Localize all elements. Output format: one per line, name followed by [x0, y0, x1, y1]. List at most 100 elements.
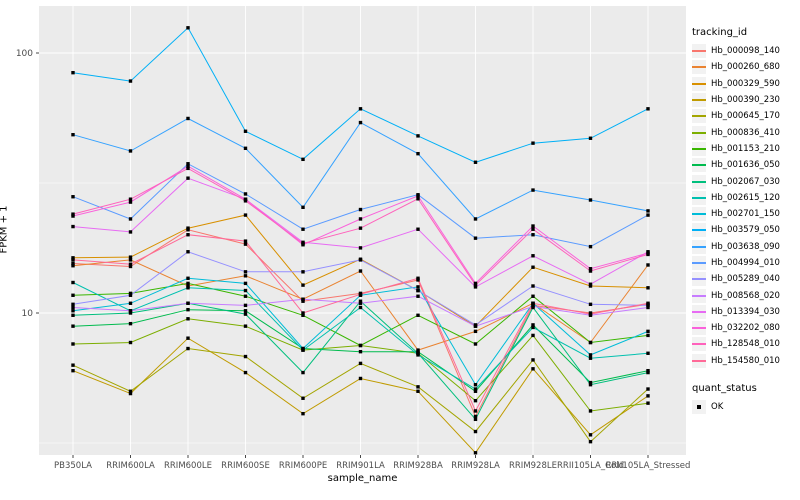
- data-point: [473, 324, 478, 328]
- legend-key-swatch: [692, 174, 706, 189]
- legend-item-Hb_002067_030: Hb_002067_030: [692, 173, 798, 189]
- legend-item-Hb_003638_090: Hb_003638_090: [692, 239, 798, 255]
- data-point: [71, 214, 75, 218]
- data-point: [531, 233, 535, 237]
- legend-label: Hb_013394_030: [711, 306, 780, 317]
- data-point: [473, 342, 478, 346]
- legend-key-line-icon: [692, 278, 706, 281]
- data-point: [531, 265, 535, 269]
- legend-label: Hb_001636_050: [711, 160, 780, 171]
- data-point: [71, 224, 75, 229]
- data-point: [128, 293, 133, 297]
- data-point: [416, 134, 420, 138]
- data-point: [128, 311, 133, 315]
- data-point: [186, 301, 190, 305]
- data-point: [128, 309, 133, 313]
- legend-key-line-icon: [692, 294, 706, 297]
- legend-item-Hb_013394_030: Hb_013394_030: [692, 304, 798, 320]
- data-point: [186, 176, 190, 180]
- legend-key-line-icon: [692, 115, 706, 118]
- data-point: [301, 297, 305, 301]
- legend-key-swatch: [692, 288, 706, 303]
- data-point: [473, 283, 478, 287]
- data-point: [416, 288, 420, 293]
- legend-label: Hb_000329_590: [711, 78, 780, 89]
- data-point: [243, 192, 248, 196]
- legend-key-line-icon: [692, 99, 706, 102]
- data-point: [71, 368, 75, 373]
- legend-key-line-icon: [692, 229, 706, 232]
- legend-key-line-icon: [692, 180, 706, 183]
- data-point: [358, 292, 363, 297]
- data-point: [128, 200, 133, 204]
- data-point: [358, 226, 363, 230]
- data-point: [71, 264, 75, 268]
- data-point: [416, 294, 420, 298]
- legend-key-line-icon: [692, 66, 706, 69]
- data-point: [531, 367, 535, 371]
- x-tick-label: RRII105LA_Stressed: [606, 461, 691, 471]
- data-point: [243, 274, 248, 278]
- data-point: [646, 351, 650, 355]
- data-point: [128, 389, 133, 393]
- data-point: [186, 162, 190, 166]
- data-point: [588, 269, 593, 273]
- legend-key-swatch: [692, 190, 706, 205]
- data-point: [128, 197, 133, 201]
- data-point: [71, 324, 75, 328]
- data-point: [416, 227, 420, 231]
- data-point: [128, 149, 133, 153]
- data-point: [416, 385, 420, 389]
- data-point: [531, 224, 535, 228]
- legend-key-swatch: [692, 353, 706, 368]
- legend-label: Hb_002067_030: [711, 176, 780, 187]
- legend-item-Hb_002615_120: Hb_002615_120: [692, 190, 798, 206]
- x-tick-label: PB350LA: [54, 461, 92, 471]
- legend-item-Hb_000645_170: Hb_000645_170: [692, 108, 798, 124]
- data-point: [243, 303, 248, 308]
- legend-label: Hb_002701_150: [711, 209, 780, 220]
- data-point: [531, 188, 535, 192]
- data-point: [128, 340, 133, 345]
- data-point: [128, 264, 133, 269]
- data-point: [531, 294, 535, 298]
- legend-key-line-icon: [692, 245, 706, 248]
- data-point: [588, 302, 593, 307]
- data-point: [531, 254, 535, 258]
- legend-item-Hb_000098_140: Hb_000098_140: [692, 43, 798, 59]
- legend-key-swatch: [692, 76, 706, 91]
- data-point: [588, 136, 593, 140]
- legend-key-line-icon: [692, 82, 706, 85]
- data-point: [416, 313, 420, 317]
- data-point: [186, 286, 190, 290]
- data-point: [588, 356, 593, 360]
- data-point: [588, 380, 593, 385]
- data-point: [588, 439, 593, 444]
- legend-item-Hb_000329_590: Hb_000329_590: [692, 76, 798, 92]
- data-point: [71, 342, 75, 346]
- legend-item-Hb_128548_010: Hb_128548_010: [692, 336, 798, 352]
- data-point: [416, 285, 420, 289]
- data-point: [416, 197, 420, 201]
- data-point: [243, 324, 248, 328]
- x-tick-label: RRII105LA_Cold: [557, 461, 624, 471]
- data-point: [243, 309, 248, 313]
- legend-item-Hb_002701_150: Hb_002701_150: [692, 206, 798, 222]
- data-point: [646, 252, 650, 257]
- data-point: [473, 387, 478, 391]
- data-point: [473, 281, 478, 286]
- data-point: [243, 354, 248, 359]
- legend-title-quant: quant_status: [692, 382, 757, 394]
- data-point: [71, 363, 75, 367]
- legend-item-Hb_154580_010: Hb_154580_010: [692, 353, 798, 369]
- y-tick-label: 100: [16, 49, 33, 59]
- legend-item-Hb_005289_040: Hb_005289_040: [692, 271, 798, 287]
- data-point: [358, 207, 363, 212]
- data-point: [128, 230, 133, 234]
- data-point: [301, 396, 305, 400]
- data-point: [71, 133, 75, 137]
- data-point: [416, 389, 420, 393]
- legend-key-swatch: [692, 272, 706, 287]
- data-point: [301, 283, 305, 287]
